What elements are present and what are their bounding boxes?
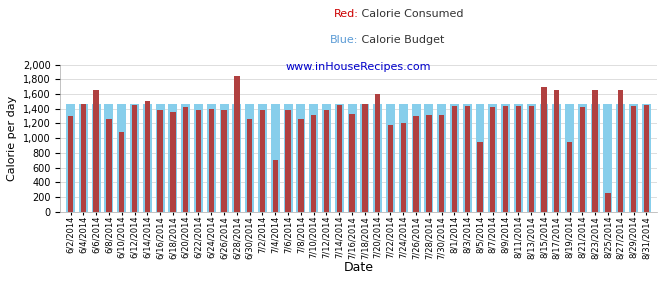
Bar: [362, 104, 368, 212]
Bar: [258, 104, 267, 212]
Bar: [529, 106, 534, 212]
Bar: [629, 104, 638, 212]
Bar: [93, 90, 98, 212]
Bar: [399, 104, 408, 212]
Bar: [296, 104, 306, 212]
Bar: [283, 104, 293, 212]
Bar: [207, 104, 216, 212]
Bar: [132, 105, 137, 212]
Bar: [527, 104, 536, 212]
Bar: [181, 104, 190, 212]
Bar: [309, 104, 318, 212]
Bar: [221, 110, 226, 212]
Bar: [145, 101, 150, 212]
Bar: [336, 105, 342, 212]
Bar: [322, 104, 331, 212]
Bar: [463, 104, 472, 212]
Bar: [105, 104, 113, 212]
Bar: [66, 104, 75, 212]
Bar: [514, 104, 523, 212]
Bar: [464, 106, 470, 212]
Bar: [208, 109, 214, 212]
Bar: [565, 104, 574, 212]
Bar: [117, 104, 126, 212]
Bar: [245, 104, 254, 212]
Bar: [503, 106, 509, 212]
Bar: [386, 104, 395, 212]
Bar: [107, 119, 112, 212]
Bar: [220, 104, 228, 212]
Bar: [130, 104, 139, 212]
Bar: [79, 104, 88, 212]
Bar: [119, 132, 125, 212]
Bar: [413, 116, 419, 212]
Bar: [439, 115, 444, 212]
Bar: [298, 119, 304, 212]
Bar: [273, 160, 278, 212]
Y-axis label: Calorie per day: Calorie per day: [7, 96, 17, 181]
Bar: [183, 107, 188, 212]
X-axis label: Date: Date: [344, 261, 373, 274]
Bar: [580, 107, 585, 212]
Bar: [375, 94, 381, 212]
Text: Blue:: Blue:: [330, 35, 358, 45]
Bar: [285, 109, 291, 212]
Bar: [194, 104, 203, 212]
Bar: [452, 106, 457, 212]
Bar: [92, 104, 100, 212]
Bar: [592, 90, 598, 212]
Bar: [488, 104, 497, 212]
Bar: [578, 104, 587, 212]
Bar: [349, 114, 354, 212]
Bar: [567, 142, 572, 212]
Bar: [68, 116, 73, 212]
Bar: [168, 104, 178, 212]
Bar: [311, 115, 316, 212]
Bar: [618, 91, 624, 212]
Bar: [450, 104, 459, 212]
Bar: [260, 110, 265, 212]
Bar: [516, 106, 521, 212]
Bar: [348, 104, 356, 212]
Bar: [616, 104, 625, 212]
Bar: [604, 104, 612, 212]
Text: www.inHouseRecipes.com: www.inHouseRecipes.com: [285, 62, 431, 72]
Bar: [437, 104, 446, 212]
Bar: [196, 109, 201, 212]
Bar: [477, 142, 482, 212]
Bar: [554, 90, 559, 212]
Bar: [157, 109, 163, 212]
Bar: [360, 104, 369, 212]
Bar: [234, 76, 240, 212]
Bar: [631, 106, 636, 212]
Bar: [501, 104, 510, 212]
Bar: [490, 107, 496, 212]
Bar: [605, 193, 610, 212]
Bar: [426, 115, 431, 212]
Bar: [411, 104, 421, 212]
Bar: [155, 104, 165, 212]
Bar: [401, 123, 406, 212]
Bar: [388, 125, 393, 212]
Text: Calorie Consumed: Calorie Consumed: [358, 9, 464, 19]
Bar: [644, 105, 649, 212]
Bar: [335, 104, 344, 212]
Bar: [476, 104, 484, 212]
Text: Calorie Budget: Calorie Budget: [358, 35, 445, 45]
Bar: [170, 112, 176, 212]
Bar: [80, 104, 86, 212]
Bar: [324, 109, 329, 212]
Bar: [373, 104, 382, 212]
Bar: [247, 119, 253, 212]
Bar: [232, 104, 241, 212]
Bar: [642, 104, 651, 212]
Bar: [143, 104, 152, 212]
Bar: [539, 104, 549, 212]
Bar: [541, 87, 547, 212]
Bar: [271, 104, 280, 212]
Bar: [552, 104, 561, 212]
Text: Red:: Red:: [334, 9, 358, 19]
Bar: [591, 104, 600, 212]
Bar: [424, 104, 433, 212]
